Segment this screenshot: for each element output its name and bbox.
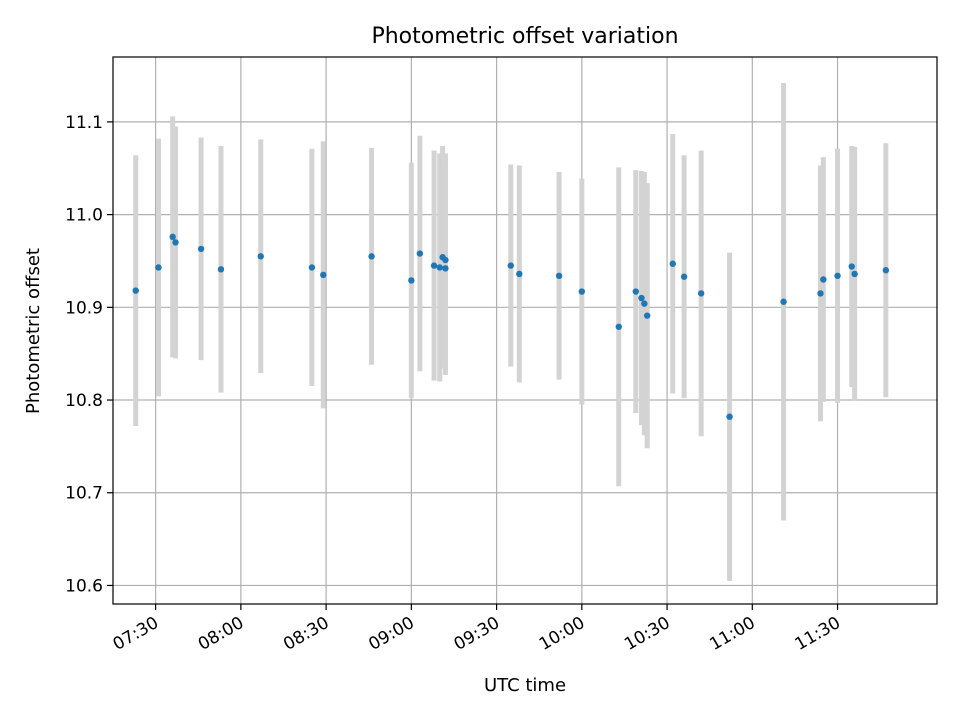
data-point bbox=[516, 270, 523, 278]
data-point bbox=[697, 290, 705, 297]
x-tick-label: 11:00 bbox=[706, 613, 758, 655]
data-point bbox=[507, 262, 514, 269]
y-tick-label: 10.9 bbox=[65, 298, 103, 318]
y-tick-label: 10.8 bbox=[65, 391, 103, 411]
data-point bbox=[641, 300, 648, 307]
y-axis: 10.6 10.7 10.8 10.9 11.0 11.1 bbox=[65, 113, 113, 596]
data-point bbox=[643, 312, 651, 319]
data-point bbox=[257, 253, 264, 260]
y-tick-label: 10.6 bbox=[65, 576, 103, 596]
data-point bbox=[430, 262, 438, 269]
x-tick-label: 11:30 bbox=[792, 613, 844, 655]
data-point bbox=[817, 290, 824, 297]
x-tick-label: 09:30 bbox=[451, 613, 503, 655]
data-point bbox=[308, 264, 316, 271]
data-point bbox=[680, 273, 688, 280]
y-axis-label: Photometric offset bbox=[23, 248, 44, 414]
data-point bbox=[155, 264, 162, 271]
data-point bbox=[632, 288, 640, 295]
x-tick-label: 08:00 bbox=[195, 613, 247, 655]
x-axis: 07:30 08:00 08:30 09:00 09:30 10:00 10:30 11:00… bbox=[110, 604, 844, 655]
data-points bbox=[132, 233, 890, 420]
data-point bbox=[555, 272, 563, 279]
data-point bbox=[442, 256, 449, 264]
data-point bbox=[882, 267, 890, 274]
data-point bbox=[638, 294, 645, 302]
data-point bbox=[169, 233, 176, 241]
data-point bbox=[320, 271, 327, 279]
data-point bbox=[416, 250, 424, 257]
x-tick-label: 10:00 bbox=[536, 613, 588, 655]
data-point bbox=[615, 323, 622, 330]
data-point bbox=[578, 288, 586, 295]
data-point bbox=[669, 260, 676, 267]
data-point bbox=[726, 413, 733, 420]
data-point bbox=[780, 298, 787, 305]
data-point bbox=[442, 265, 449, 272]
data-point bbox=[217, 266, 225, 273]
data-point bbox=[132, 287, 139, 294]
y-tick-label: 10.7 bbox=[65, 484, 103, 504]
grid bbox=[113, 57, 937, 604]
data-point bbox=[197, 245, 205, 253]
x-tick-label: 07:30 bbox=[110, 613, 162, 655]
x-axis-label: UTC time bbox=[484, 675, 566, 696]
data-point bbox=[408, 277, 415, 284]
x-tick-label: 09:00 bbox=[365, 613, 417, 655]
data-point bbox=[834, 272, 841, 279]
x-tick-label: 10:30 bbox=[621, 613, 673, 655]
data-point bbox=[851, 270, 858, 278]
data-point bbox=[848, 263, 855, 270]
x-tick-label: 08:30 bbox=[280, 613, 332, 655]
chart-title: Photometric offset variation bbox=[371, 24, 678, 49]
plot-frame bbox=[112, 56, 938, 605]
data-point bbox=[172, 239, 179, 246]
y-tick-label: 11.0 bbox=[65, 206, 103, 226]
y-tick-label: 11.1 bbox=[65, 113, 103, 133]
error-bars bbox=[133, 82, 889, 581]
plot-area bbox=[112, 56, 938, 605]
data-point bbox=[368, 253, 375, 260]
data-point bbox=[820, 276, 827, 283]
data-point bbox=[436, 264, 443, 271]
